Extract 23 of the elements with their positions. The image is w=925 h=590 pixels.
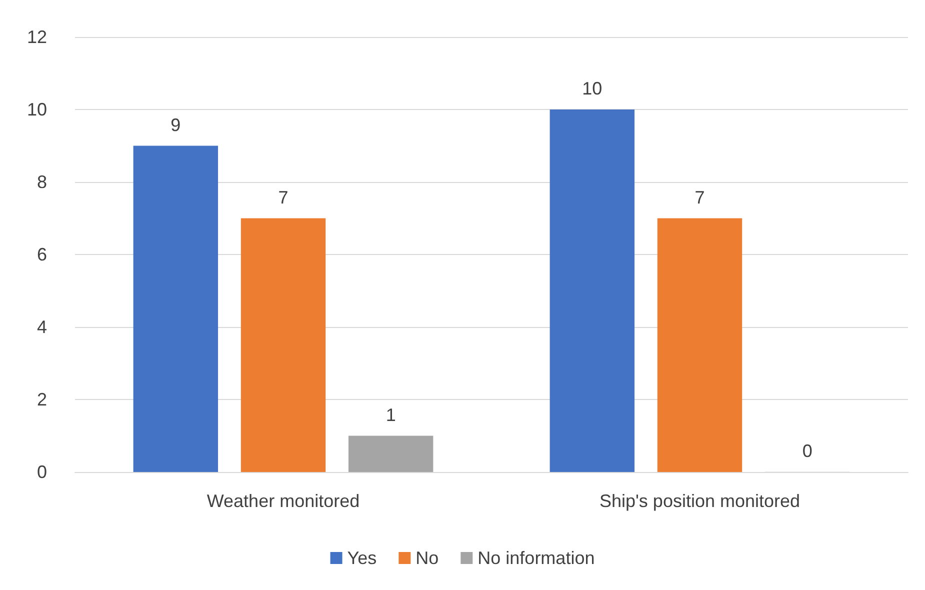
y-tick-label: 4: [36, 317, 47, 337]
data-label: 0: [802, 440, 812, 461]
y-tick-label: 10: [26, 100, 47, 120]
y-tick-label: 0: [36, 462, 47, 482]
data-label: 7: [278, 187, 288, 208]
bar: [657, 218, 742, 472]
data-label: 7: [694, 187, 705, 208]
x-tick-label: Ship's position monitored: [599, 491, 800, 511]
data-label: 9: [170, 114, 181, 135]
data-label: 1: [386, 404, 396, 425]
x-tick-label: Weather monitored: [206, 491, 360, 511]
y-tick-label: 8: [36, 172, 47, 192]
legend-label: No information: [478, 548, 595, 568]
y-tick-label: 12: [26, 27, 47, 47]
bar: [550, 110, 635, 472]
legend-label: Yes: [347, 548, 377, 568]
y-tick-label: 6: [36, 244, 47, 264]
legend-label: No: [416, 548, 439, 568]
y-tick-label: 2: [36, 390, 47, 410]
data-label: 10: [582, 78, 602, 98]
bar: [240, 218, 326, 472]
bar: [348, 436, 434, 472]
bar: [133, 146, 218, 472]
